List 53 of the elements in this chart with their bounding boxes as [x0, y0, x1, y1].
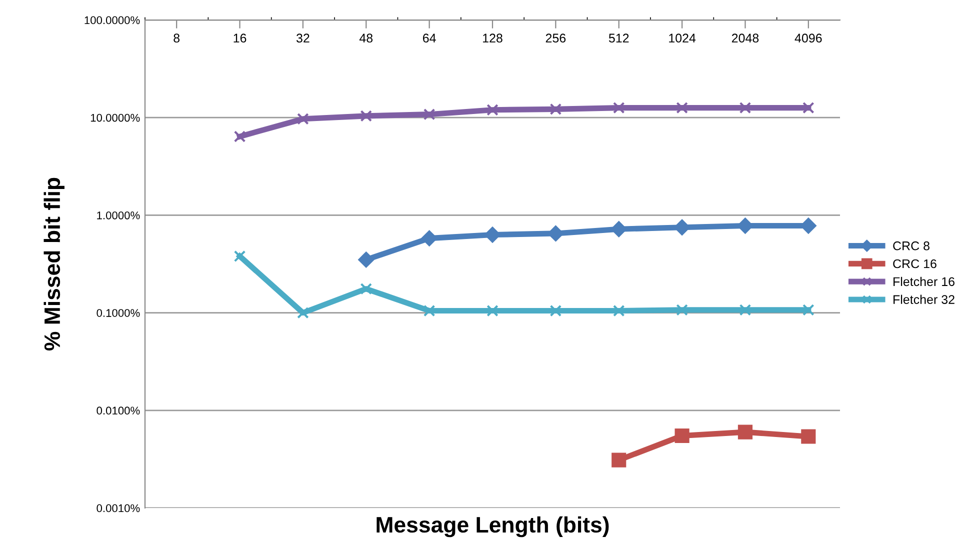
x-tick-label: 8: [174, 34, 180, 43]
point: [802, 102, 814, 114]
point: [360, 282, 372, 295]
y-tick-label: 0.0010%: [96, 504, 140, 512]
point: [423, 304, 436, 317]
y-tick-label: 0.1000%: [96, 309, 140, 317]
point: [612, 102, 625, 114]
y-tick-label: 10.0000%: [90, 114, 140, 122]
point: [486, 104, 498, 116]
y-tick-label: 0.0100%: [96, 406, 140, 415]
x-tick-label: 128: [483, 34, 502, 43]
x-tick-label: 48: [359, 34, 373, 43]
point: [297, 112, 309, 125]
x-tick-label: 32: [296, 34, 310, 43]
legend-label: CRC 16: [893, 259, 936, 268]
point: [676, 102, 688, 114]
point: [802, 304, 814, 316]
point: [297, 306, 309, 319]
point: [739, 102, 752, 114]
x-tick-label: 1024: [669, 34, 696, 43]
y-axis-title: % Missed bit flip: [44, 178, 64, 350]
point: [550, 103, 562, 116]
x-axis-title: Message Length (bits): [376, 516, 609, 538]
legend-label: Fletcher 32: [894, 294, 954, 304]
y-tick-label: 1.0000%: [97, 211, 140, 220]
point: [360, 110, 372, 122]
x-tick-label: 4096: [794, 34, 822, 43]
x-tick-label: 2048: [732, 34, 759, 43]
point: [548, 226, 564, 242]
point: [674, 428, 690, 444]
legend-label: CRC 8: [893, 241, 930, 250]
point: [610, 221, 627, 238]
y-tick-label: 100.0000%: [84, 16, 140, 24]
point: [612, 452, 626, 468]
point: [801, 429, 816, 444]
point: [738, 424, 753, 440]
point: [358, 252, 374, 268]
x-tick-label: 256: [546, 34, 566, 43]
x-tick-label: 16: [234, 34, 246, 43]
point: [484, 226, 500, 243]
point: [674, 219, 690, 236]
point: [612, 304, 625, 317]
point: [739, 304, 752, 316]
point: [234, 130, 246, 142]
point: [234, 250, 246, 262]
x-tick-label: 64: [423, 34, 436, 43]
legend-label: Fletcher 16: [894, 276, 954, 286]
point: [486, 304, 498, 317]
point: [421, 230, 438, 246]
point: [423, 108, 436, 120]
point: [676, 304, 688, 316]
x-tick-label: 512: [608, 34, 629, 43]
point: [550, 304, 562, 317]
